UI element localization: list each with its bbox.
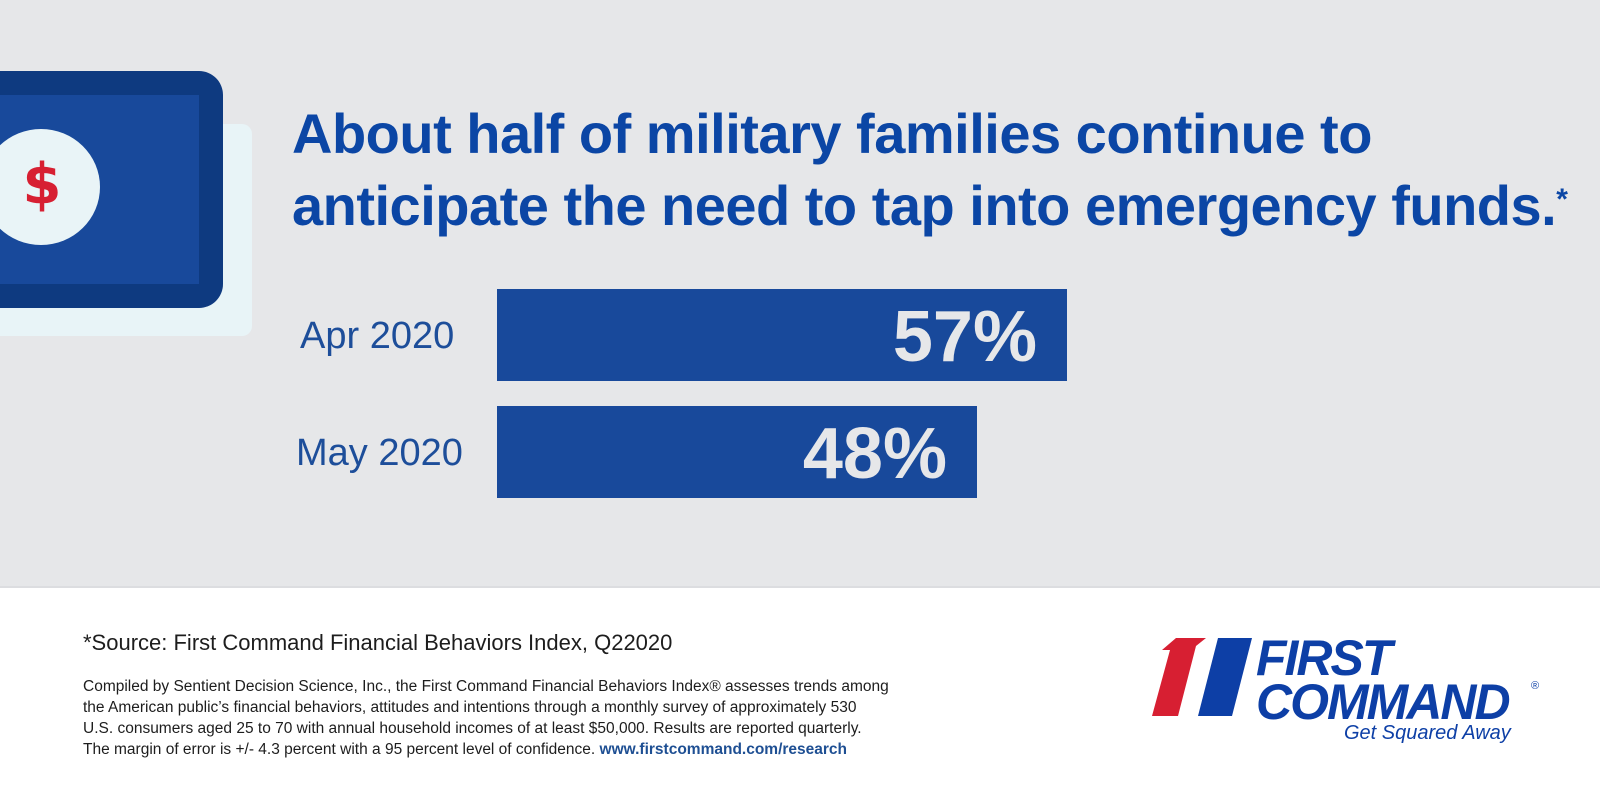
value-label: 57% [893,297,1037,377]
headline-text: About half of military families continue… [292,102,1557,237]
value-label: 48% [803,414,947,494]
source-note: *Source: First Command Financial Behavio… [83,630,673,655]
headline: About half of military families continue… [292,98,1572,242]
fineprint-line: Compiled by Sentient Decision Science, I… [83,678,889,695]
fineprint-line: The margin of error is +/- 4.3 percent w… [83,739,983,760]
fineprint-line-text: The margin of error is +/- 4.3 percent w… [83,741,596,758]
fineprint-line: U.S. consumers aged 25 to 70 with annual… [83,720,862,737]
coin-circle [0,129,100,245]
first-command-logo: FIRST COMMAND ® Get Squared Away [1148,630,1548,748]
category-label: Apr 2020 [300,315,454,357]
research-link[interactable]: www.firstcommand.com/research [599,741,848,758]
logo-blue-stroke [1198,638,1252,716]
section-divider [0,586,1600,588]
logo-wordmark: FIRST COMMAND [1256,630,1511,730]
logo-line1: FIRST [1256,630,1392,686]
registered-mark: ® [1531,680,1540,692]
logo-red-stroke [1152,638,1206,716]
methodology-note: Compiled by Sentient Decision Science, I… [83,676,983,760]
bar-apr-2020 [497,289,1067,381]
logo-tagline: Get Squared Away [1344,722,1511,744]
footnote-marker: * [1556,183,1568,216]
bar-chart: Apr 2020 57% May 2020 48% [296,289,1067,498]
dollar-icon: $ [22,152,62,217]
logo-mark-icon [1152,638,1252,716]
logo-line2: COMMAND [1256,674,1511,730]
fineprint-line: the American public’s financial behavior… [83,699,857,716]
category-label: May 2020 [296,432,463,474]
bar-may-2020 [497,406,977,498]
